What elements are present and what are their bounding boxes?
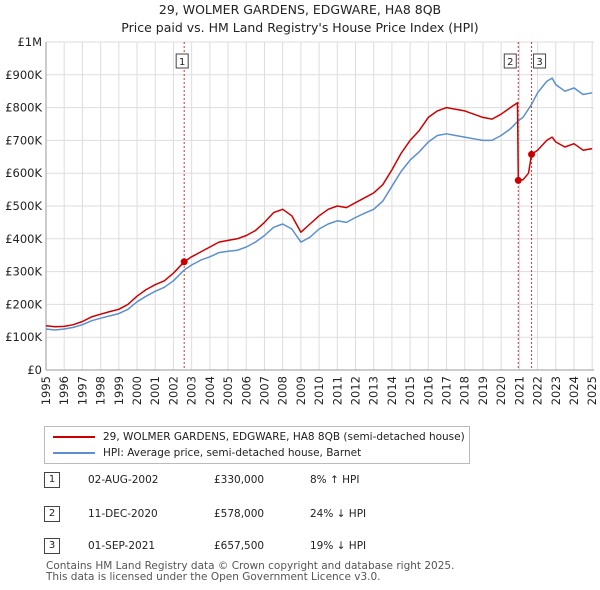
sale-badge: 1 [44, 472, 60, 488]
sale-marker-box [175, 53, 189, 69]
x-tick-label: 1997 [75, 376, 89, 405]
sale-hpi-diff: 19% ↓ HPI [310, 540, 367, 552]
x-tick-label: 2014 [385, 376, 399, 405]
footer: Contains HM Land Registry data © Crown c… [46, 561, 454, 583]
y-tick-label: £800K [5, 101, 42, 115]
y-tick-label: £200K [5, 297, 42, 311]
x-tick-label: 2011 [330, 376, 344, 405]
legend-label-property: 29, WOLMER GARDENS, EDGWARE, HA8 8QB (se… [103, 431, 465, 443]
x-tick-label: 2022 [531, 376, 545, 405]
x-tick-label: 2016 [421, 376, 435, 405]
legend-item-hpi: HPI: Average price, semi-detached house,… [53, 446, 361, 460]
legend-swatch-red [53, 436, 95, 438]
x-tick-label: 2009 [294, 376, 308, 405]
x-tick-label: 2013 [367, 376, 381, 405]
sale-marker-label: 3 [536, 57, 542, 68]
x-tick-label: 2000 [130, 376, 144, 405]
x-tick-label: 2025 [585, 376, 599, 405]
chart-subtitle: Price paid vs. HM Land Registry's House … [121, 20, 479, 35]
y-tick-label: £900K [5, 68, 42, 82]
sale-marker-box [533, 53, 547, 69]
legend: 29, WOLMER GARDENS, EDGWARE, HA8 8QB (se… [44, 426, 470, 464]
sale-point [514, 176, 522, 184]
legend-label-hpi: HPI: Average price, semi-detached house,… [103, 447, 362, 459]
hpi-line [45, 77, 593, 331]
y-tick-label: £300K [5, 265, 42, 279]
sale-hpi-diff: 8% ↑ HPI [310, 474, 360, 486]
chart-title: 29, WOLMER GARDENS, EDGWARE, HA8 8QB [158, 2, 442, 17]
table-row: 2 11-DEC-2020 £578,000 24% ↓ HPI [44, 506, 464, 524]
x-tick-label: 2020 [494, 376, 508, 405]
legend-item-property: 29, WOLMER GARDENS, EDGWARE, HA8 8QB (se… [53, 430, 465, 444]
sale-price: £657,500 [214, 540, 265, 552]
x-tick-label: 2012 [349, 376, 363, 405]
sale-date: 02-AUG-2002 [88, 474, 159, 486]
footer-copyright: Contains HM Land Registry data © Crown c… [46, 560, 455, 572]
sale-badge: 3 [44, 538, 60, 554]
y-tick-label: £0 [27, 363, 42, 377]
x-tick-label: 2002 [166, 376, 180, 405]
sale-point [180, 258, 188, 266]
legend-swatch-blue [53, 452, 95, 454]
x-tick-label: 2007 [257, 376, 271, 405]
x-tick-label: 1998 [94, 376, 108, 405]
x-tick-label: 2019 [476, 376, 490, 405]
sale-marker-box [503, 53, 517, 69]
x-tick-label: 1995 [39, 376, 53, 405]
sale-marker-label: 2 [507, 57, 513, 68]
x-tick-label: 2018 [458, 376, 472, 405]
x-tick-label: 2021 [512, 376, 526, 405]
sale-badge: 2 [44, 506, 60, 522]
y-tick-label: £500K [5, 199, 42, 213]
y-tick-label: £1M [17, 35, 42, 49]
y-tick-label: £100K [5, 330, 42, 344]
y-tick-label: £400K [5, 232, 42, 246]
x-tick-label: 2023 [549, 376, 563, 405]
x-tick-label: 2010 [312, 376, 326, 405]
x-tick-label: 2006 [239, 376, 253, 405]
table-row: 3 01-SEP-2021 £657,500 19% ↓ HPI [44, 538, 464, 556]
x-tick-label: 2001 [148, 376, 162, 405]
x-tick-label: 2008 [276, 376, 290, 405]
table-row: 1 02-AUG-2002 £330,000 8% ↑ HPI [44, 472, 464, 490]
x-tick-label: 2005 [221, 376, 235, 405]
footer-licence: This data is licensed under the Open Gov… [46, 571, 381, 583]
x-tick-label: 2024 [567, 376, 581, 405]
sale-marker-label: 1 [179, 57, 185, 68]
x-tick-label: 2017 [440, 376, 454, 405]
sale-price: £578,000 [214, 508, 265, 520]
sale-price: £330,000 [214, 474, 265, 486]
y-tick-label: £600K [5, 166, 42, 180]
y-tick-label: £700K [5, 133, 42, 147]
sale-point [528, 150, 536, 158]
sale-date: 11-DEC-2020 [88, 508, 158, 520]
price-chart: £0 £100K £200K £300K £400K £500K £600K £700K £80… [5, 35, 599, 405]
x-tick-label: 1996 [57, 376, 71, 405]
x-tick-label: 2003 [185, 376, 199, 405]
x-tick-label: 2015 [403, 376, 417, 405]
sale-date: 01-SEP-2021 [88, 540, 156, 552]
x-tick-label: 1999 [112, 376, 126, 405]
x-tick-label: 2004 [203, 376, 217, 405]
sale-hpi-diff: 24% ↓ HPI [310, 508, 367, 520]
